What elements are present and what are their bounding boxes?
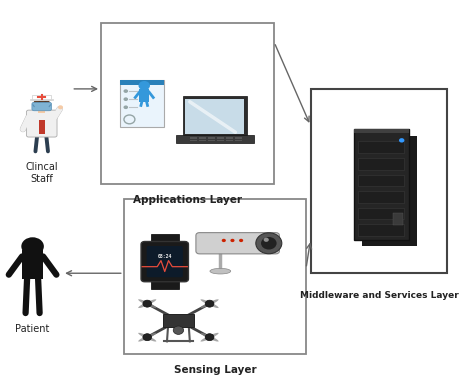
- FancyBboxPatch shape: [32, 102, 52, 111]
- Bar: [124, 199, 306, 353]
- Bar: [120, 80, 164, 127]
- FancyBboxPatch shape: [196, 233, 279, 254]
- Bar: [199, 139, 206, 141]
- Bar: [236, 136, 242, 138]
- Bar: [183, 96, 247, 135]
- Bar: [358, 224, 404, 236]
- Bar: [176, 135, 254, 143]
- Bar: [190, 139, 197, 141]
- Circle shape: [222, 239, 226, 242]
- Circle shape: [399, 138, 404, 143]
- Circle shape: [124, 89, 128, 93]
- Circle shape: [261, 237, 277, 250]
- Bar: [29, 246, 36, 252]
- FancyBboxPatch shape: [362, 136, 417, 246]
- Bar: [226, 136, 233, 138]
- Text: Applications Layer: Applications Layer: [133, 196, 242, 205]
- Bar: [236, 139, 242, 141]
- Wedge shape: [34, 97, 50, 104]
- Circle shape: [21, 237, 44, 255]
- Bar: [163, 314, 194, 327]
- Bar: [310, 89, 447, 273]
- Bar: [101, 23, 274, 185]
- Bar: [358, 141, 404, 153]
- Bar: [139, 89, 149, 102]
- Ellipse shape: [201, 333, 219, 341]
- Circle shape: [138, 81, 150, 90]
- Bar: [392, 213, 402, 225]
- Bar: [190, 136, 197, 138]
- Ellipse shape: [138, 333, 156, 341]
- Bar: [217, 136, 224, 138]
- Bar: [358, 158, 404, 170]
- Bar: [226, 139, 233, 141]
- Circle shape: [239, 239, 243, 242]
- Text: Sensing Layer: Sensing Layer: [173, 364, 256, 374]
- Circle shape: [124, 105, 128, 109]
- Ellipse shape: [201, 299, 219, 308]
- Bar: [354, 129, 409, 240]
- FancyBboxPatch shape: [141, 241, 189, 282]
- Bar: [38, 109, 45, 113]
- Bar: [354, 129, 409, 133]
- Circle shape: [264, 238, 269, 242]
- Circle shape: [205, 300, 214, 307]
- Bar: [358, 208, 404, 219]
- Bar: [39, 120, 45, 134]
- Circle shape: [58, 105, 63, 109]
- Circle shape: [143, 334, 152, 341]
- Ellipse shape: [201, 333, 219, 341]
- Ellipse shape: [138, 333, 156, 341]
- Ellipse shape: [34, 98, 50, 110]
- Bar: [22, 250, 43, 279]
- Ellipse shape: [201, 299, 219, 308]
- Ellipse shape: [210, 268, 231, 274]
- Bar: [208, 139, 215, 141]
- Bar: [32, 95, 51, 100]
- Bar: [30, 99, 53, 100]
- Circle shape: [143, 300, 152, 307]
- Bar: [185, 99, 245, 134]
- FancyBboxPatch shape: [27, 110, 57, 137]
- Text: Patient: Patient: [15, 324, 50, 334]
- Bar: [217, 139, 224, 141]
- Text: Middleware and Services Layer: Middleware and Services Layer: [300, 291, 458, 300]
- Bar: [151, 234, 179, 244]
- Text: 08:24: 08:24: [157, 254, 172, 259]
- Bar: [199, 136, 206, 138]
- FancyBboxPatch shape: [146, 246, 183, 277]
- Circle shape: [230, 239, 235, 242]
- Text: Clincal
Staff: Clincal Staff: [26, 162, 58, 184]
- Circle shape: [173, 326, 183, 334]
- Circle shape: [124, 97, 128, 101]
- Bar: [120, 80, 164, 85]
- Circle shape: [205, 334, 214, 341]
- Bar: [358, 191, 404, 203]
- Bar: [151, 279, 179, 289]
- Ellipse shape: [138, 299, 156, 308]
- Bar: [358, 174, 404, 186]
- Bar: [208, 136, 215, 138]
- Circle shape: [256, 233, 282, 254]
- Ellipse shape: [138, 299, 156, 308]
